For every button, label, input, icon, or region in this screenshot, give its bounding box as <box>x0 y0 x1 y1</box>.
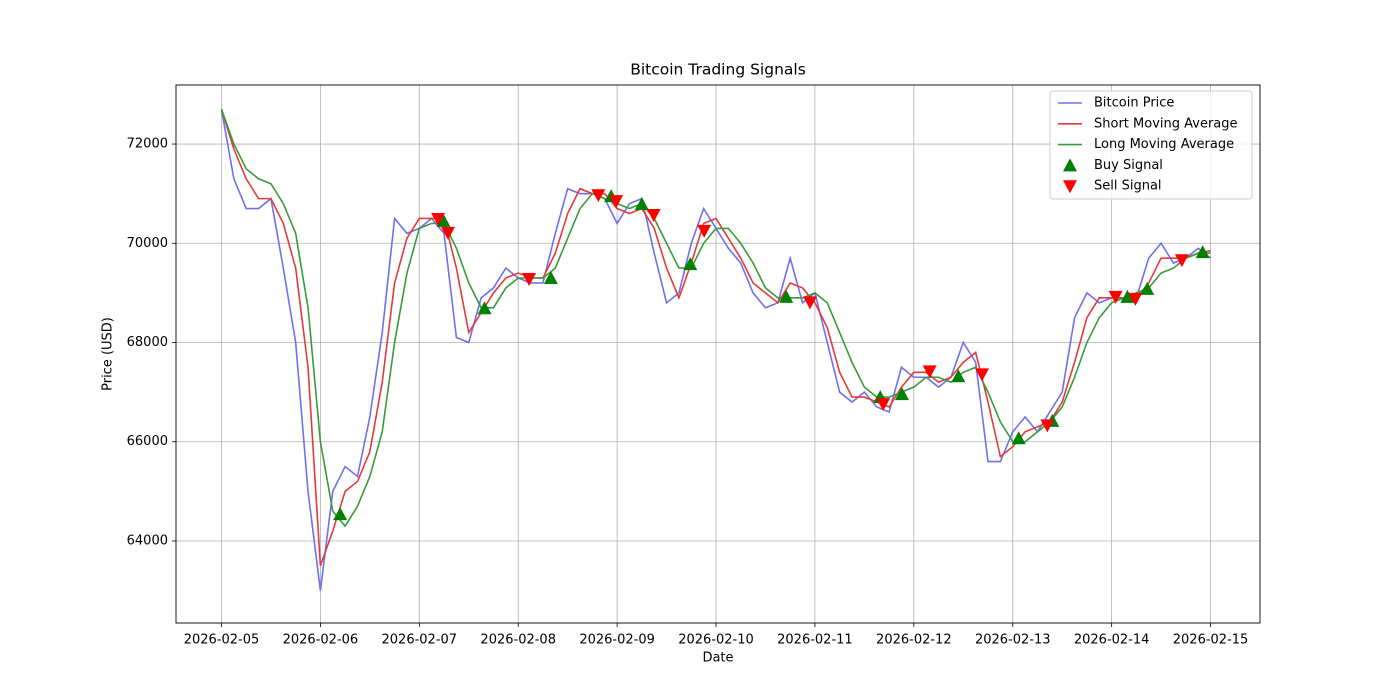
signal-marker <box>543 271 558 284</box>
x-tick-label: 2026-02-14 <box>1074 633 1150 648</box>
x-tick-label: 2026-02-08 <box>480 633 556 648</box>
signal-marker <box>1174 254 1189 268</box>
signal-marker <box>1011 431 1026 445</box>
legend-marker <box>1063 180 1077 194</box>
legend-label: Short Moving Average <box>1094 116 1238 131</box>
x-tick-label: 2026-02-07 <box>382 633 458 648</box>
signal-marker <box>436 213 451 227</box>
signal-marker <box>1140 281 1155 295</box>
signal-marker <box>683 257 698 271</box>
y-tick-label: 66000 <box>127 434 168 449</box>
signal-marker <box>1040 419 1055 433</box>
signal-marker <box>951 369 966 383</box>
signal-marker <box>477 301 492 315</box>
legend-label: Sell Signal <box>1094 179 1162 194</box>
signal-marker <box>440 226 455 240</box>
signal-marker <box>333 507 348 521</box>
legend-label: Bitcoin Price <box>1094 96 1174 111</box>
y-tick-label: 72000 <box>127 137 168 152</box>
x-axis-label: Date <box>702 651 733 666</box>
x-tick-label: 2026-02-15 <box>1173 633 1249 648</box>
signal-marker <box>1128 292 1143 306</box>
signal-marker <box>697 224 712 238</box>
signal-marker <box>431 213 446 226</box>
y-tick-label: 64000 <box>127 533 168 548</box>
x-tick-label: 2026-02-10 <box>678 633 754 648</box>
x-tick-label: 2026-02-09 <box>579 633 655 648</box>
legend-label: Long Moving Average <box>1094 137 1234 152</box>
signal-marker <box>591 189 606 203</box>
x-tick-label: 2026-02-06 <box>283 633 359 648</box>
x-tick-label: 2026-02-12 <box>876 633 952 648</box>
plot <box>220 109 1212 591</box>
x-tick-label: 2026-02-13 <box>975 633 1051 648</box>
signal-marker <box>975 368 990 382</box>
signal-marker <box>646 209 661 222</box>
legend-label: Buy Signal <box>1094 158 1163 173</box>
signal-marker <box>1108 290 1123 304</box>
signal-marker <box>634 197 649 211</box>
chart-title: Bitcoin Trading Signals <box>630 61 806 79</box>
signal-marker <box>894 387 909 401</box>
x-tick-label: 2026-02-11 <box>777 633 853 648</box>
legend-marker <box>1063 158 1077 172</box>
y-tick-label: 68000 <box>127 335 168 350</box>
signal-marker <box>1195 245 1210 259</box>
y-tick-label: 70000 <box>127 236 168 251</box>
signal-marker <box>522 273 537 287</box>
plot-frame <box>175 84 1261 624</box>
x-tick-label: 2026-02-05 <box>184 633 260 648</box>
signal-marker <box>802 296 817 310</box>
legend-box <box>1049 90 1253 200</box>
signal-marker <box>609 195 624 209</box>
y-axis-label: Price (USD) <box>101 317 116 391</box>
signal-marker <box>779 289 794 303</box>
signal-marker <box>876 398 891 412</box>
signal-marker <box>922 365 937 379</box>
signal-marker <box>1120 289 1135 303</box>
